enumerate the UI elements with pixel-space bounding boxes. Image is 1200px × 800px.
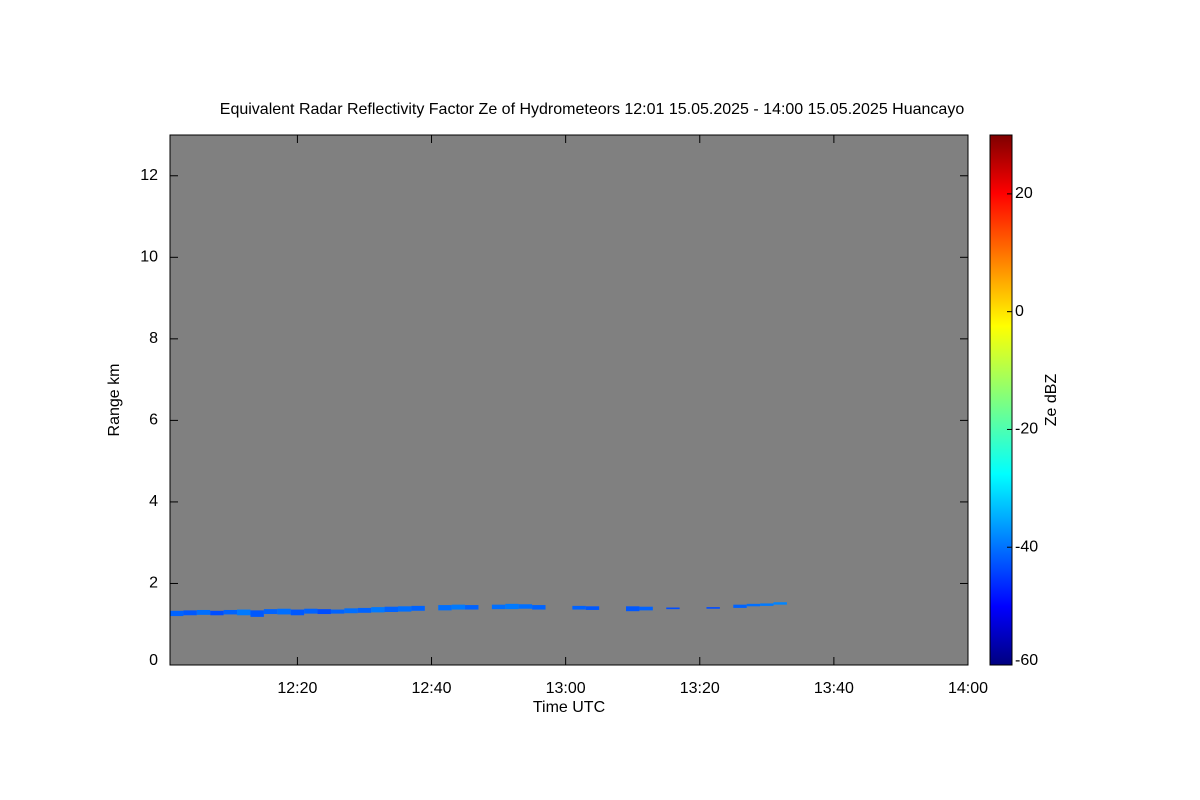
echo-cell <box>746 603 761 607</box>
colorbar-tick-label: -20 <box>1015 421 1038 438</box>
y-axis-label: Range km <box>106 364 123 437</box>
echo-cell <box>572 605 586 610</box>
chart-title: Equivalent Radar Reflectivity Factor Ze … <box>220 101 965 118</box>
colorbar-tick-label: 0 <box>1015 303 1024 320</box>
echo-cell <box>277 608 291 615</box>
colorbar-tick-label: -60 <box>1015 652 1038 669</box>
plot-frame <box>169 134 969 666</box>
echo-cell <box>411 605 425 611</box>
echo-cell <box>666 607 680 610</box>
echo-cell <box>196 609 211 615</box>
echo-cell <box>210 610 224 616</box>
x-tick-label: 13:40 <box>814 680 854 697</box>
echo-cell <box>317 609 331 615</box>
echo-cell <box>626 606 640 612</box>
echo-cell <box>505 603 519 610</box>
echo-cell <box>438 605 452 611</box>
x-axis-label: Time UTC <box>533 699 605 716</box>
echo-cell <box>357 607 372 613</box>
echo-cell <box>237 609 251 616</box>
echo-cell <box>773 602 787 605</box>
x-tick-label: 12:20 <box>277 680 317 697</box>
echo-cell <box>532 605 546 610</box>
echo-cell <box>330 609 345 614</box>
y-tick-label: 10 <box>140 249 158 266</box>
x-tick-label: 13:20 <box>680 680 720 697</box>
colorbar-label: Ze dBZ <box>1043 374 1060 427</box>
echo-cell <box>451 604 466 610</box>
echo-cell <box>250 610 264 617</box>
echo-cell <box>170 610 184 617</box>
echo-cell <box>639 606 653 611</box>
y-tick-label: 0 <box>149 652 158 669</box>
echo-cell <box>518 604 533 609</box>
colorbar-tick-label: 20 <box>1015 185 1033 202</box>
colorbar-tick-label: -40 <box>1015 538 1038 555</box>
colorbar <box>989 134 1013 666</box>
echo-cell <box>371 607 385 613</box>
echo-cell <box>760 603 774 606</box>
echo-cell <box>223 609 238 615</box>
echo-cell <box>183 610 197 616</box>
y-tick-label: 12 <box>140 167 158 184</box>
echo-cell <box>304 608 318 614</box>
plot-background <box>170 135 968 665</box>
x-tick-label: 12:40 <box>412 680 452 697</box>
y-tick-label: 2 <box>149 575 158 592</box>
echo-cell <box>585 606 600 610</box>
echo-cell <box>344 608 358 614</box>
echo-cell <box>706 607 720 609</box>
y-tick-label: 6 <box>149 412 158 429</box>
echo-cell <box>263 609 278 615</box>
echo-cell <box>491 604 506 610</box>
y-tick-label: 4 <box>149 493 158 510</box>
x-tick-label: 14:00 <box>948 680 988 697</box>
echo-cell <box>733 604 747 608</box>
x-tick-label: 13:00 <box>546 680 586 697</box>
y-tick-label: 8 <box>149 330 158 347</box>
echo-cell <box>384 606 398 612</box>
echo-cell <box>465 605 479 610</box>
echo-cell <box>290 609 305 616</box>
echo-cell <box>398 606 412 612</box>
